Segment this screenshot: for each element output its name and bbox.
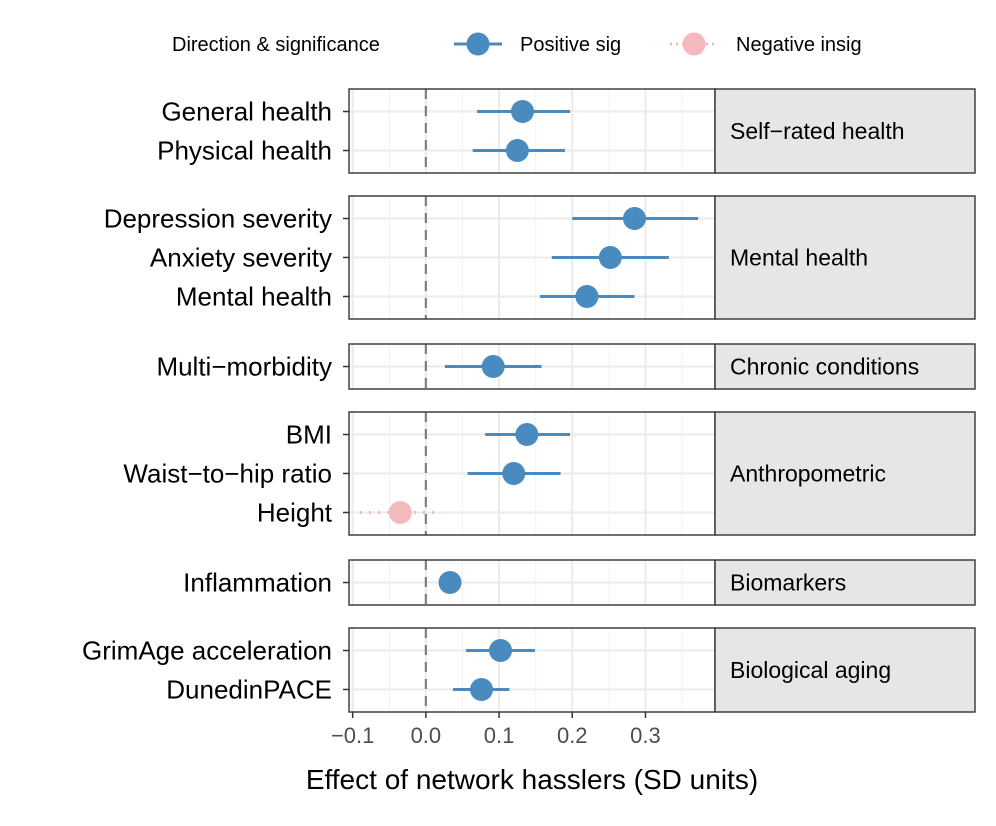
panel-self-rated-health: General health Physical health Self−rated … xyxy=(157,88,976,174)
panel-biological-aging: GrimAge acceleration DunedinPACE Biologica… xyxy=(82,627,976,713)
strip-label-mental-health: Mental health xyxy=(730,245,868,271)
row-label-waist-to-hip-ratio: Waist−to−hip ratio xyxy=(123,459,332,489)
panel-biomarkers: Inflammation Biomarkers xyxy=(183,559,976,606)
legend-label-negative-insig: Negative insig xyxy=(736,34,862,56)
row-label-anxiety-severity: Anxiety severity xyxy=(150,243,332,273)
x-tick-label: 0.3 xyxy=(630,723,661,748)
legend-key-point-positive-sig xyxy=(466,32,490,56)
strip-label-biological-aging: Biological aging xyxy=(730,657,891,683)
panel-background xyxy=(349,628,715,712)
row-label-multi-morbidity: Multi−morbidity xyxy=(156,352,332,382)
legend-title: Direction & significance xyxy=(172,34,380,56)
strip-box xyxy=(714,88,976,174)
strip-box xyxy=(714,411,976,536)
row-label-mental-health: Mental health xyxy=(176,282,332,312)
strip-label-self-rated-health: Self−rated health xyxy=(730,118,905,144)
point-inflammation xyxy=(438,571,462,594)
panel-mental-health: Depression severity Anxiety severity Menta… xyxy=(104,195,976,320)
x-tick-label: 0.2 xyxy=(557,723,588,748)
strip-label-biomarkers: Biomarkers xyxy=(730,570,846,596)
point-depression-severity xyxy=(622,207,646,230)
strip-box xyxy=(714,627,976,713)
panel-anthropometric: BMI Waist−to−hip ratio Height Anthropometri… xyxy=(123,411,976,536)
strip-box xyxy=(714,195,976,320)
point-waist-to-hip-ratio xyxy=(502,462,526,485)
x-axis: −0.1 0.0 0.1 0.2 0.3 xyxy=(331,712,661,748)
point-mental-health xyxy=(575,285,599,308)
point-multi-morbidity xyxy=(481,355,505,378)
point-general-health xyxy=(510,100,534,123)
legend-key-point-negative-insig xyxy=(682,32,706,56)
x-tick-label: 0.1 xyxy=(484,723,515,748)
x-tick-label: −0.1 xyxy=(331,723,374,748)
point-bmi xyxy=(515,423,539,446)
panel-background xyxy=(349,89,715,173)
x-tick-label: 0.0 xyxy=(411,723,442,748)
legend-label-positive-sig: Positive sig xyxy=(520,34,621,56)
point-dunedinpace xyxy=(469,678,493,701)
row-label-general-health: General health xyxy=(161,97,332,127)
point-height xyxy=(388,501,412,524)
row-label-dunedinpace: DunedinPACE xyxy=(166,675,332,705)
strip-box xyxy=(714,559,976,606)
strip-label-chronic-conditions: Chronic conditions xyxy=(730,354,919,380)
strip-label-anthropometric: Anthropometric xyxy=(730,461,886,487)
row-label-grimage-acceleration: GrimAge acceleration xyxy=(82,636,332,666)
strip-box xyxy=(714,343,976,390)
row-label-bmi: BMI xyxy=(286,420,332,450)
panel-chronic-conditions: Multi−morbidity Chronic conditions xyxy=(156,343,976,390)
point-physical-health xyxy=(505,139,529,162)
legend: Direction & significance Positive sig Nega… xyxy=(172,32,862,56)
row-label-inflammation: Inflammation xyxy=(183,568,332,598)
row-label-physical-health: Physical health xyxy=(157,136,332,166)
row-label-height: Height xyxy=(257,498,333,528)
x-axis-title: Effect of network hasslers (SD units) xyxy=(306,764,758,795)
point-grimage-acceleration xyxy=(489,639,513,662)
point-anxiety-severity xyxy=(598,246,622,269)
panels: General health Physical health Self−rated … xyxy=(82,88,976,713)
row-label-depression-severity: Depression severity xyxy=(104,204,332,234)
